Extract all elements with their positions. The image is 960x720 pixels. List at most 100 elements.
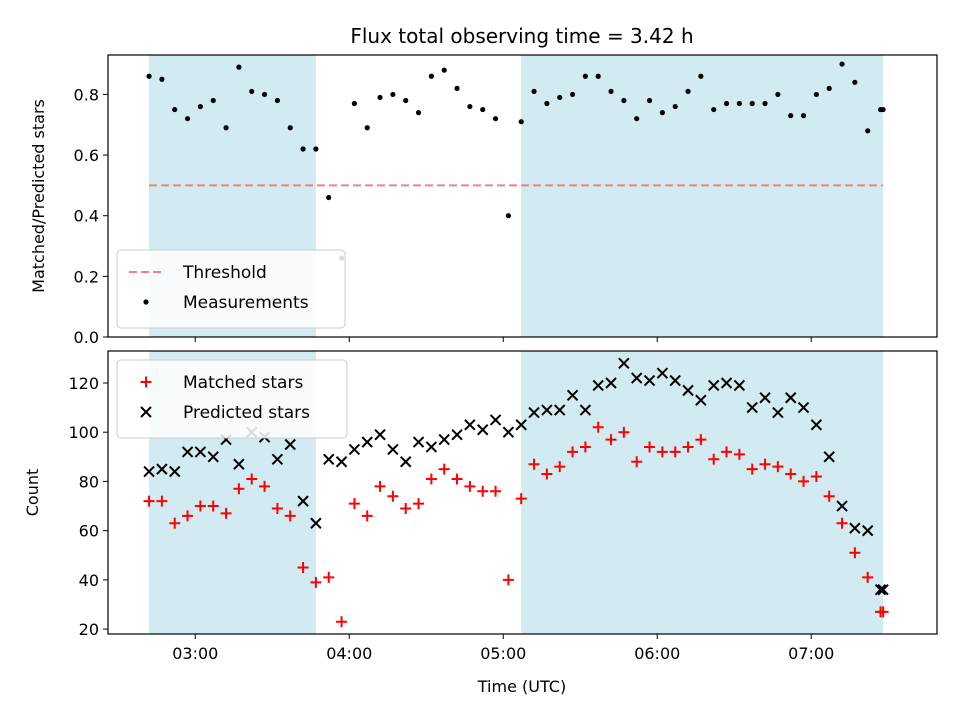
measurement-point xyxy=(249,88,255,94)
measurement-point xyxy=(608,88,614,94)
legend-label: Threshold xyxy=(182,263,267,283)
y-tick-label: 0.0 xyxy=(74,328,99,347)
matched-star-point xyxy=(849,547,861,559)
measurement-point xyxy=(544,100,550,107)
matched-star-point xyxy=(271,502,283,514)
measurement-point xyxy=(736,100,742,107)
matched-star-point xyxy=(502,574,514,586)
predicted-star-point xyxy=(759,392,771,404)
legend-predicted-symbol xyxy=(140,406,152,418)
measurement-point xyxy=(800,113,807,119)
y-tick-label: 0.6 xyxy=(74,146,99,165)
predicted-star-point xyxy=(387,443,399,456)
measurement-point xyxy=(326,194,332,201)
measurement-point xyxy=(749,100,755,107)
matched-star-point xyxy=(579,441,591,453)
predicted-star-point xyxy=(823,451,835,463)
matched-star-point xyxy=(515,493,527,505)
predicted-star-point xyxy=(695,394,707,406)
measurement-point xyxy=(865,128,871,134)
x-tick-label: 05:00 xyxy=(480,644,526,663)
matched-star-point xyxy=(348,498,360,510)
y-tick-label: 0.4 xyxy=(74,207,99,226)
ratio-panel: 0.0 0.2 0.4 0.6 0.8 Matched/Predicted stars Th… xyxy=(29,54,938,347)
measurement-point xyxy=(390,91,396,98)
y-tick-label: 60 xyxy=(79,522,99,541)
predicted-star-point xyxy=(425,441,438,453)
measurement-point xyxy=(184,116,191,122)
measurement-point xyxy=(518,119,524,125)
matched-star-point xyxy=(400,502,412,514)
predicted-star-point xyxy=(528,406,540,419)
predicted-star-point xyxy=(784,392,797,404)
predicted-star-point xyxy=(579,404,592,416)
matched-star-point xyxy=(708,453,720,465)
matched-star-point xyxy=(413,498,425,510)
measurement-point xyxy=(428,73,434,79)
measurement-point xyxy=(236,64,242,70)
predicted-star-point xyxy=(720,377,733,389)
y-tick-label: 40 xyxy=(79,571,99,590)
predicted-star-point xyxy=(566,389,579,402)
predicted-star-point xyxy=(464,419,476,431)
predicted-star-point xyxy=(181,446,194,458)
measurement-point xyxy=(441,67,447,73)
measurement-point xyxy=(646,97,653,104)
matched-star-point xyxy=(862,571,874,583)
matched-star-point xyxy=(490,485,502,497)
measurement-point xyxy=(711,106,717,113)
matched-star-point xyxy=(669,446,681,458)
count-panel: 20 40 60 80 100 120 03:00 04:00 05:00 06:00 07:00 C… xyxy=(23,350,938,663)
matched-star-point xyxy=(220,507,232,519)
predicted-star-point xyxy=(605,377,617,389)
predicted-star-point xyxy=(797,401,810,414)
measurement-point xyxy=(223,125,229,131)
measurement-point xyxy=(582,73,588,79)
matched-star-point xyxy=(182,510,194,522)
x-axis-title: Time (UTC) xyxy=(477,677,566,696)
measurement-point xyxy=(762,100,768,107)
legend-matched-symbol xyxy=(140,376,152,388)
predicted-star-point xyxy=(361,436,373,448)
matched-star-point xyxy=(194,500,206,512)
measurement-point xyxy=(723,100,730,107)
matched-star-point xyxy=(836,517,848,529)
predicted-star-point xyxy=(323,453,335,465)
matched-star-point xyxy=(746,463,758,475)
x-tick-label: 06:00 xyxy=(634,644,680,663)
predicted-star-point xyxy=(746,401,758,414)
predicted-star-point xyxy=(207,451,219,463)
y-axis-title: Matched/Predicted stars xyxy=(29,99,48,293)
predicted-star-point xyxy=(877,583,889,596)
legend-box xyxy=(116,359,348,439)
measurement-point xyxy=(454,85,460,91)
predicted-star-point xyxy=(592,379,604,392)
matched-star-point xyxy=(785,468,797,480)
predicted-star-point xyxy=(335,456,348,468)
predicted-star-point xyxy=(297,495,309,507)
predicted-star-point xyxy=(143,465,155,478)
predicted-star-point xyxy=(233,458,245,470)
measurement-point xyxy=(274,97,280,104)
predicted-star-point xyxy=(271,453,284,465)
predicted-star-point xyxy=(438,433,450,446)
matched-star-point xyxy=(387,490,399,502)
matched-star-point xyxy=(169,517,181,529)
predicted-star-point xyxy=(708,379,720,392)
measurement-point xyxy=(880,106,886,113)
y-axis-title: Count xyxy=(23,469,42,517)
measurement-point xyxy=(377,94,383,101)
measurement-point xyxy=(595,73,601,79)
measurement-point xyxy=(788,113,794,119)
matched-star-point xyxy=(644,441,656,453)
measurement-point xyxy=(557,94,563,101)
predicted-star-point xyxy=(656,367,669,379)
measurement-point xyxy=(146,73,152,79)
matched-star-point xyxy=(592,421,604,433)
legend-measurement-symbol xyxy=(143,299,149,305)
x-tick-label: 07:00 xyxy=(788,644,834,663)
predicted-star-point xyxy=(310,517,322,529)
measurement-point xyxy=(415,110,422,116)
legend-label: Matched stars xyxy=(183,373,303,393)
legend-label: Predicted stars xyxy=(183,403,310,423)
